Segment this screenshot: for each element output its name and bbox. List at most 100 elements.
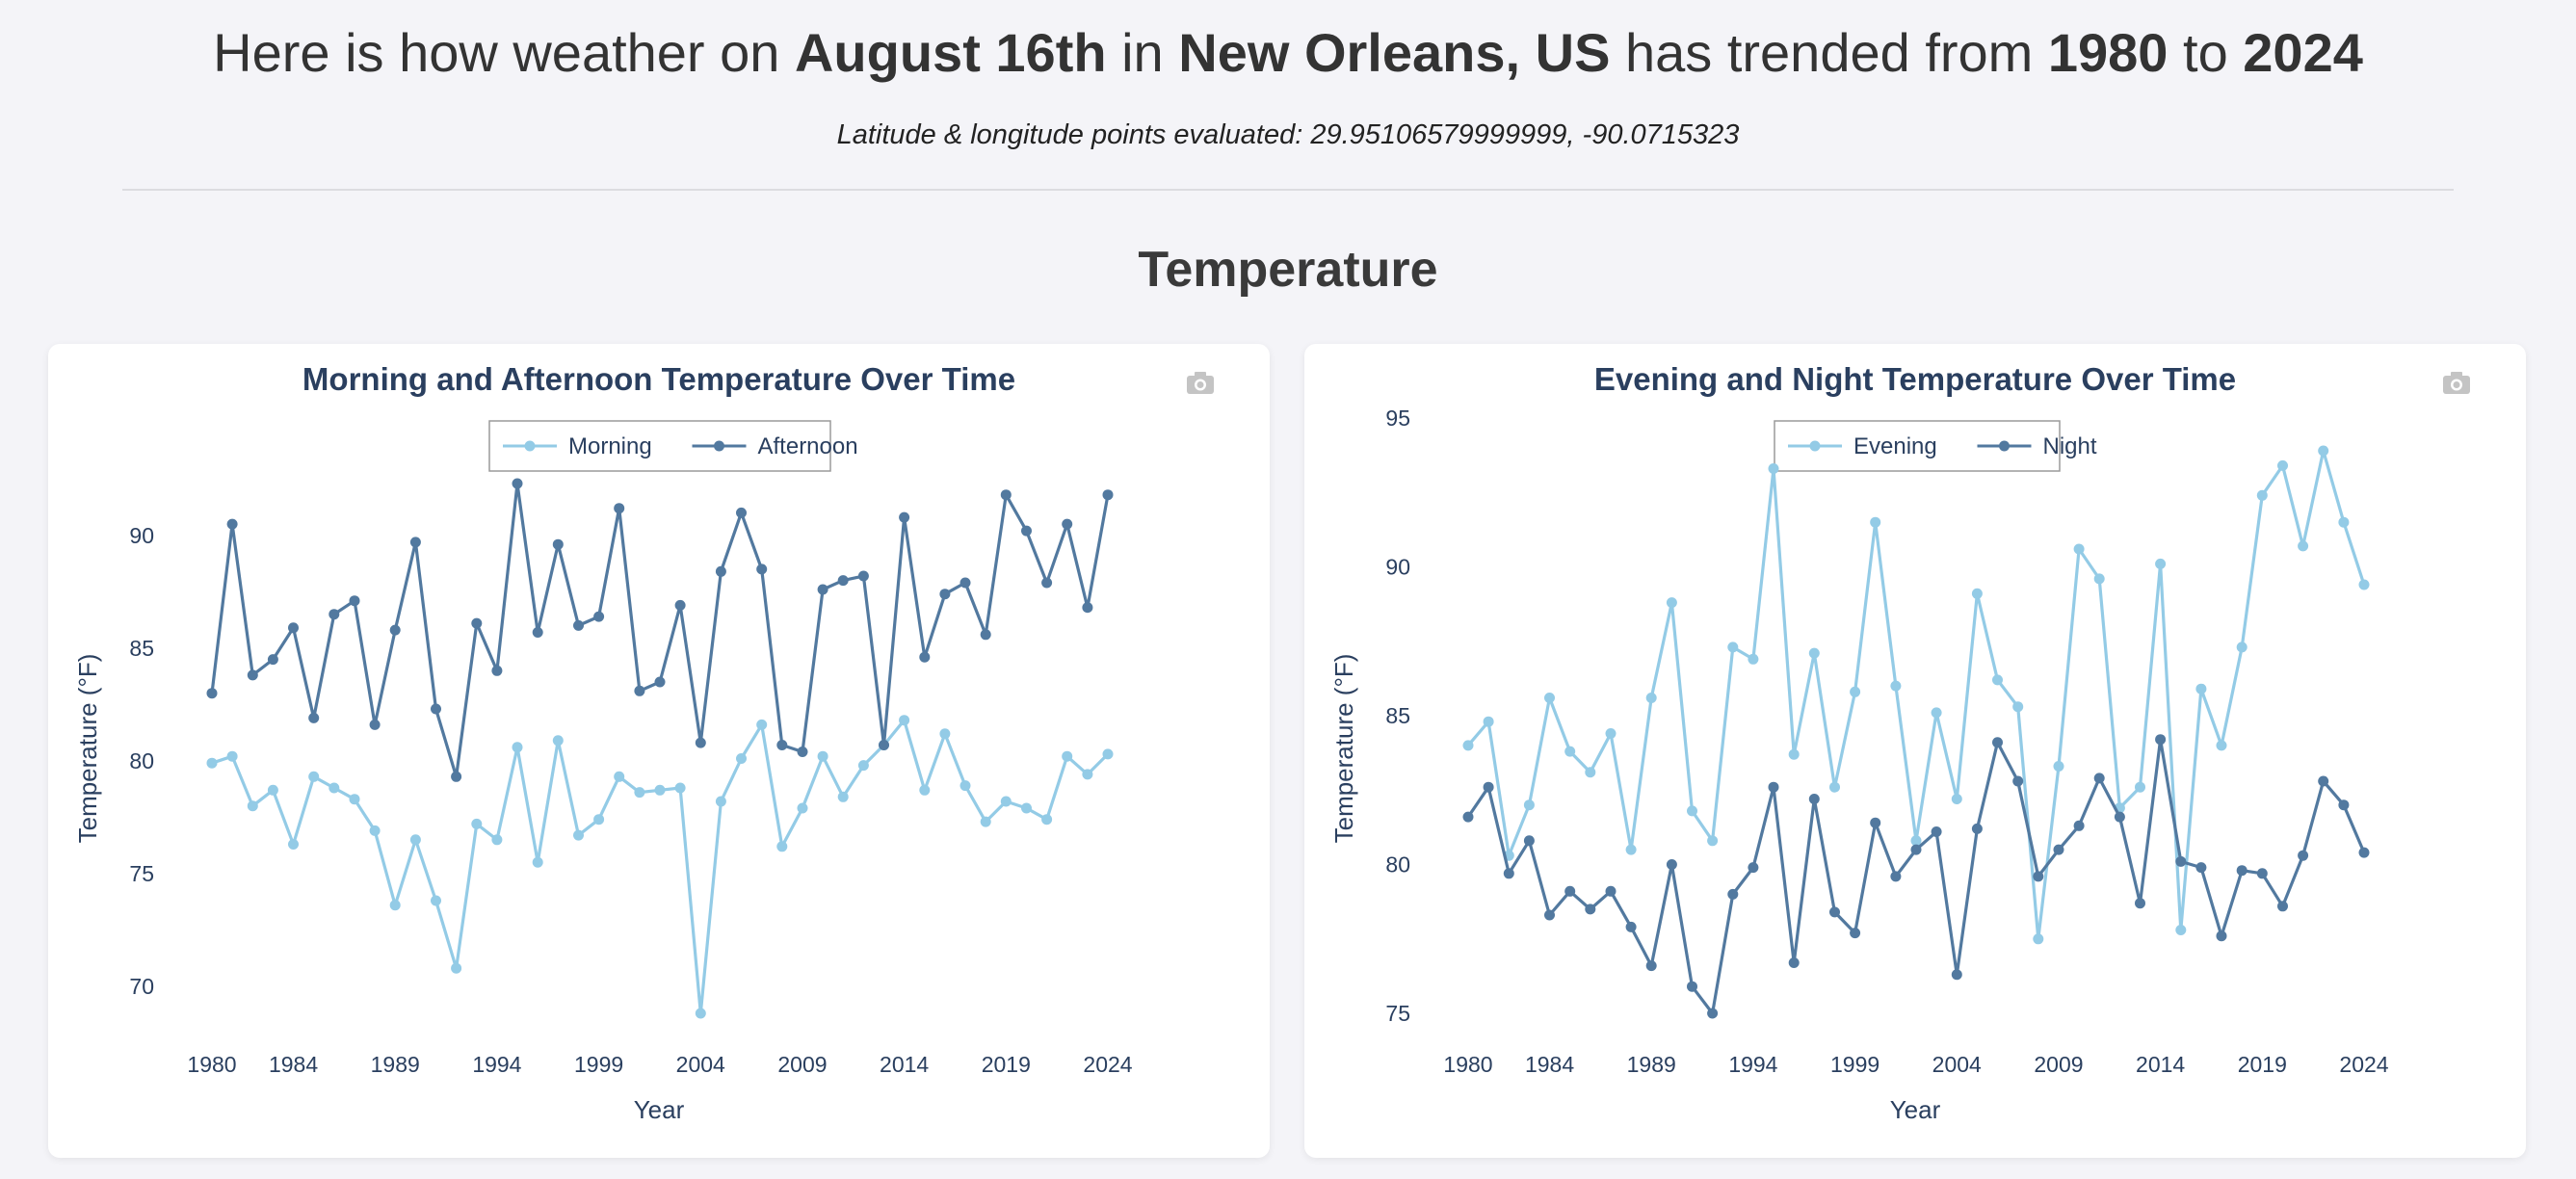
camera-lens (2453, 381, 2460, 388)
series-line-evening (1466, 449, 2366, 941)
data-point-night (2093, 773, 2105, 784)
legend: Morning Afternoon (488, 420, 858, 472)
data-point-evening (1829, 781, 1840, 793)
series-line-night (1466, 738, 2366, 1015)
y-tick-label: 85 (1385, 703, 1410, 728)
data-point-afternoon (471, 617, 483, 629)
data-point-evening (1585, 767, 1596, 778)
headline-prefix: Here is how weather on (213, 22, 795, 83)
data-point-night (1910, 844, 1922, 855)
data-point-morning (899, 715, 910, 726)
data-point-night (1564, 885, 1576, 897)
data-point-night (1788, 957, 1800, 968)
data-point-evening (2195, 683, 2207, 694)
data-point-night (1850, 928, 1861, 939)
x-tick-label: 2019 (2238, 1052, 2287, 1077)
camera-icon[interactable] (1187, 372, 1214, 394)
legend: Evening Night (1774, 420, 2097, 472)
data-point-night (1971, 823, 1983, 834)
data-point-evening (1910, 835, 1922, 847)
data-point-evening (1748, 653, 1759, 665)
coordinates-caption: Latitude & longitude points evaluated: 2… (836, 119, 1740, 150)
data-point-night (1829, 906, 1840, 918)
chart-title: Evening and Night Temperature Over Time (1594, 361, 2236, 397)
data-point-evening (1707, 835, 1719, 847)
series-evening (1462, 445, 2370, 945)
data-point-morning (756, 719, 768, 730)
data-point-afternoon (431, 703, 441, 715)
data-point-night (2053, 844, 2064, 855)
chart-title: Morning and Afternoon Temperature Over T… (302, 361, 1015, 397)
headline-location: New Orleans, US (1178, 22, 1611, 83)
data-point-morning (857, 760, 869, 772)
data-point-afternoon (899, 511, 910, 523)
data-point-evening (2277, 459, 2288, 471)
page-headline: Here is how weather on August 16th in Ne… (0, 21, 2576, 84)
data-point-afternoon (288, 622, 299, 634)
data-point-evening (2093, 573, 2105, 585)
x-tick-label: 1994 (1728, 1052, 1777, 1077)
y-tick-label: 85 (129, 636, 154, 661)
data-point-morning (512, 742, 523, 753)
data-point-night (2012, 775, 2024, 787)
x-tick-label: 2019 (982, 1052, 1031, 1077)
camera-icon[interactable] (2443, 372, 2470, 394)
data-point-morning (226, 750, 238, 762)
data-point-afternoon (369, 719, 381, 730)
data-point-afternoon (797, 747, 808, 757)
data-point-afternoon (226, 518, 238, 530)
data-point-evening (1666, 597, 1677, 609)
data-point-afternoon (674, 599, 686, 611)
data-point-evening (1971, 588, 1983, 599)
data-point-night (1605, 885, 1617, 897)
y-tick-label: 70 (129, 974, 154, 999)
y-axis-label: Temperature (°F) (1329, 654, 1358, 844)
data-point-morning (736, 753, 747, 764)
data-point-afternoon (715, 565, 726, 577)
data-point-afternoon (267, 654, 278, 666)
y-tick-label: 90 (129, 523, 154, 548)
data-point-evening (1768, 463, 1779, 474)
data-point-night (1931, 826, 1942, 837)
x-axis-label: Year (634, 1095, 685, 1124)
data-point-morning (1000, 796, 1012, 807)
data-point-night (2216, 930, 2227, 942)
data-point-afternoon (532, 627, 543, 638)
data-point-evening (2236, 642, 2247, 653)
data-point-morning (1041, 814, 1053, 825)
data-point-evening (1890, 680, 1902, 692)
data-point-afternoon (1102, 489, 1114, 501)
data-point-morning (919, 784, 931, 796)
data-point-evening (2338, 516, 2350, 528)
data-point-night (2256, 868, 2268, 879)
data-point-afternoon (349, 595, 360, 607)
data-point-night (2298, 850, 2309, 861)
chart-card-evening-night: Evening and Night Temperature Over Time 7… (1304, 344, 2526, 1158)
data-point-afternoon (573, 619, 584, 631)
data-point-morning (389, 900, 401, 911)
data-point-night (2155, 734, 2167, 746)
data-point-morning (674, 782, 686, 794)
data-point-morning (837, 791, 849, 802)
data-point-night (1503, 868, 1514, 879)
data-point-afternoon (736, 507, 747, 518)
data-point-afternoon (919, 651, 931, 663)
data-point-morning (409, 834, 421, 846)
data-point-afternoon (247, 669, 258, 681)
y-tick-label: 90 (1385, 555, 1410, 580)
data-point-afternoon (634, 685, 645, 696)
headline-connector: has trended from (1610, 22, 2048, 83)
data-point-afternoon (512, 478, 523, 489)
data-point-night (1625, 921, 1637, 932)
data-point-afternoon (980, 629, 991, 641)
legend-marker-evening (1809, 440, 1821, 452)
data-point-morning (349, 794, 360, 805)
data-point-morning (532, 856, 543, 868)
x-tick-label: 1999 (1830, 1052, 1879, 1077)
y-axis-label: Temperature (°F) (73, 654, 102, 844)
x-tick-label: 2024 (1083, 1052, 1132, 1077)
data-point-evening (2012, 701, 2024, 713)
data-point-night (1462, 811, 1474, 823)
data-point-morning (634, 787, 645, 799)
data-point-night (2033, 871, 2044, 882)
